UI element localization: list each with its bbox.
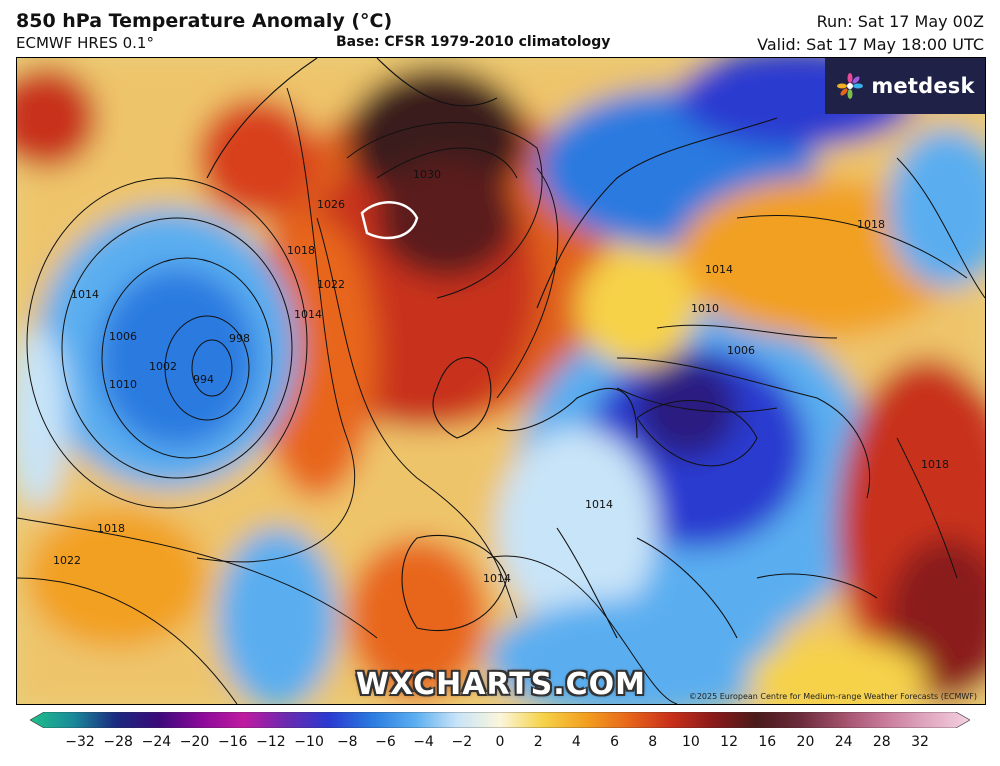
isobar-label: 998 (229, 332, 250, 345)
climatology-base-label: Base: CFSR 1979-2010 climatology (336, 34, 611, 50)
anomaly-field: 998 1002 1006 1014 1010 994 1018 1022 10… (17, 58, 985, 704)
colorbar-tick-label: −4 (413, 734, 434, 750)
anomaly-map[interactable]: 998 1002 1006 1014 1010 994 1018 1022 10… (16, 57, 986, 705)
isobar-label: 1022 (317, 278, 345, 291)
colorbar-tick-label: −32 (65, 734, 95, 750)
wxcharts-watermark: WXCHARTS.COM (355, 667, 647, 702)
isobar-label: 1018 (921, 458, 949, 471)
colorbar-tick-label: 24 (834, 734, 853, 750)
colorbar-tick-label: 20 (796, 734, 815, 750)
isobar-label: 1030 (413, 168, 441, 181)
colorbar (29, 711, 971, 729)
chart-title: 850 hPa Temperature Anomaly (°C) (16, 10, 393, 32)
coastlines (206, 58, 878, 639)
colorbar-tick-label: 2 (533, 734, 543, 750)
colorbar-labels: −32 −28 −24 −20 −16 −12 −10 −8 −6 −4 −2 0 2 4 6 8 10 12 16… (0, 730, 1000, 754)
colorbar-tick-label: 10 (681, 734, 700, 750)
ecmwf-copyright: ©2025 European Centre for Medium-range W… (688, 692, 977, 701)
colorbar-gradient (29, 711, 971, 729)
colorbar-tick-label: 4 (571, 734, 581, 750)
isobar-label: 1006 (109, 330, 137, 343)
colorbar-tick-label: 32 (911, 734, 929, 750)
flower-logo-icon (837, 73, 864, 99)
colorbar-tick-label: −20 (179, 734, 210, 750)
isobar-label: 1014 (483, 572, 511, 585)
colorbar-tick-label: −2 (451, 734, 473, 750)
isobar-label: 1014 (705, 263, 733, 276)
colorbar-tick-label: 8 (648, 734, 658, 750)
isobar-label: 1018 (287, 244, 315, 257)
isobar-label: 1018 (857, 218, 885, 231)
colorbar-tick-label: 28 (872, 734, 891, 750)
isobar-contours (17, 87, 985, 704)
colorbar-ramp (29, 711, 971, 729)
colorbar-tick-label: −10 (294, 734, 324, 750)
isobar-label: 1014 (71, 288, 99, 301)
colorbar-tick-label: 16 (758, 734, 777, 750)
colorbar-tick-label: 0 (495, 734, 505, 750)
isobar-label: 1026 (317, 198, 345, 211)
model-label: ECMWF HRES 0.1° (16, 34, 154, 52)
isobar-label: 1002 (149, 360, 177, 373)
colorbar-tick-label: −8 (336, 734, 358, 750)
colorbar-tick-label: −6 (375, 734, 396, 750)
metdesk-logo[interactable]: metdesk (825, 58, 985, 114)
valid-time-label: Valid: Sat 17 May 18:00 UTC (757, 35, 984, 54)
colorbar-tick-label: 6 (610, 734, 619, 750)
colorbar-tick-label: −28 (103, 734, 133, 750)
colorbar-tick-label: −24 (141, 734, 172, 750)
colorbar-tick-label: −16 (217, 734, 248, 750)
isobar-label: 1010 (691, 302, 719, 315)
isobar-label: 994 (193, 373, 214, 386)
run-time-label: Run: Sat 17 May 00Z (816, 12, 984, 31)
temperature-anomaly-shading (17, 58, 985, 704)
colorbar-tick-label: 12 (720, 734, 738, 750)
isobar-label: 1014 (585, 498, 613, 511)
isobar-label: 1006 (727, 344, 755, 357)
metdesk-logo-text: metdesk (871, 74, 975, 98)
isobar-label-layer: 998 1002 1006 1014 1010 994 1018 1022 10… (53, 168, 949, 585)
isobar-label: 1010 (109, 378, 137, 391)
isobar-label: 1022 (53, 554, 81, 567)
isobar-label: 1018 (97, 522, 125, 535)
isobar-label: 1014 (294, 308, 322, 321)
colorbar-tick-label: −12 (256, 734, 286, 750)
